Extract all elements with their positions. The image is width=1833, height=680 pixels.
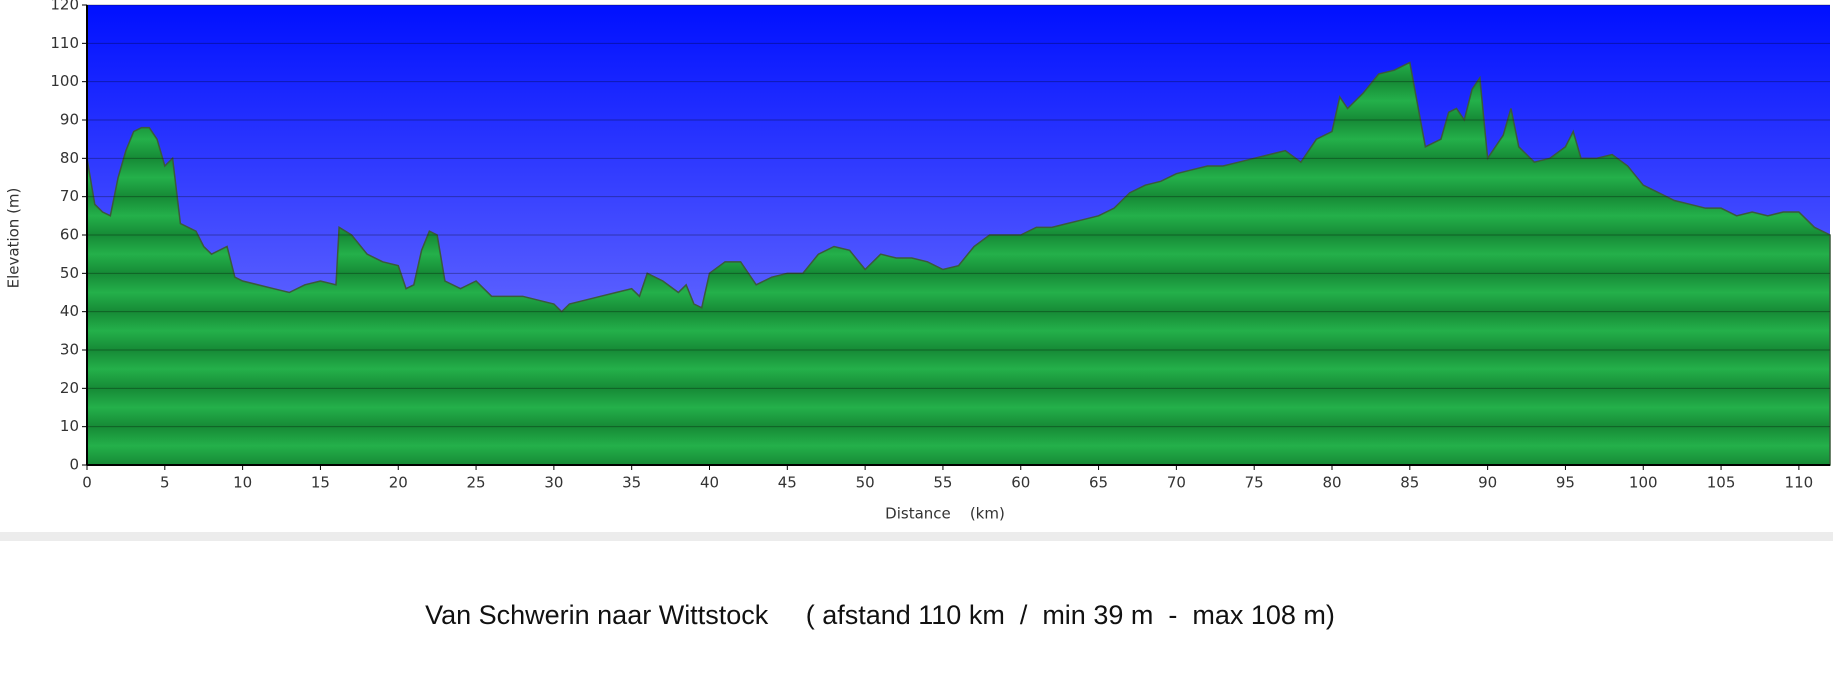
y-tick-label: 0	[69, 456, 79, 474]
x-tick-label: 90	[1478, 474, 1497, 492]
y-tick-label: 80	[60, 149, 79, 167]
x-tick-label: 15	[311, 474, 330, 492]
y-tick-label: 20	[60, 379, 79, 397]
y-tick-label: 70	[60, 187, 79, 205]
x-tick-label: 30	[544, 474, 563, 492]
x-tick-label: 45	[778, 474, 797, 492]
y-tick-label: 90	[60, 111, 79, 129]
y-tick-label: 30	[60, 341, 79, 359]
separator	[0, 532, 1833, 541]
x-tick-label: 0	[82, 474, 92, 492]
x-tick-label: 20	[389, 474, 408, 492]
elevation-area	[86, 61, 1831, 466]
y-tick-label: 10	[60, 417, 79, 435]
y-tick-label: 50	[60, 264, 79, 282]
y-tick-label: 60	[60, 226, 79, 244]
y-tick-label: 110	[50, 34, 79, 52]
x-axis-label: Distance (km)	[885, 505, 1005, 523]
y-axis-label: Elevation (m)	[5, 188, 23, 289]
x-tick-label: 55	[933, 474, 952, 492]
x-tick-label: 100	[1629, 474, 1658, 492]
x-tick-label: 70	[1167, 474, 1186, 492]
y-tick-label: 40	[60, 302, 79, 320]
x-tick-label: 75	[1245, 474, 1264, 492]
x-tick-label: 60	[1011, 474, 1030, 492]
x-tick-label: 65	[1089, 474, 1108, 492]
x-tick-label: 105	[1707, 474, 1736, 492]
caption: Van Schwerin naar Wittstock ( afstand 11…	[425, 600, 1335, 630]
x-tick-label: 110	[1785, 474, 1814, 492]
x-tick-label: 10	[233, 474, 252, 492]
y-tick-label: 100	[50, 72, 79, 90]
x-tick-label: 80	[1322, 474, 1341, 492]
x-tick-label: 25	[467, 474, 486, 492]
x-tick-label: 95	[1556, 474, 1575, 492]
x-tick-label: 5	[160, 474, 170, 492]
x-tick-label: 50	[856, 474, 875, 492]
x-tick-label: 40	[700, 474, 719, 492]
x-tick-label: 85	[1400, 474, 1419, 492]
y-tick-label: 120	[50, 0, 79, 14]
x-tick-label: 35	[622, 474, 641, 492]
